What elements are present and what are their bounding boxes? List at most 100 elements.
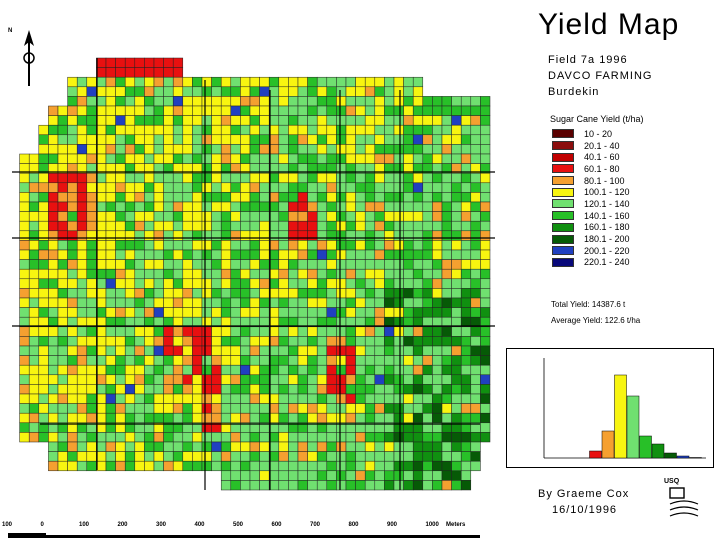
yield-cell [326,278,337,289]
yield-cell [326,153,337,164]
yield-cell [220,355,232,366]
yield-cell [326,220,337,232]
yield-cell [201,172,212,184]
yield-cell [124,259,136,270]
yield-cell [432,470,443,481]
yield-cell [96,192,107,203]
yield-cell [86,326,97,337]
yield-cell [432,220,443,232]
yield-cell [201,384,212,395]
yield-cell [182,105,193,116]
yield-cell [307,384,318,395]
yield-cell [316,230,328,241]
yield-cell [441,134,452,145]
yield-cell [432,240,443,251]
yield-cell [240,393,251,404]
yield-cell [67,240,78,251]
yield-cell [124,211,136,222]
yield-cell [105,374,116,385]
yield-cell [374,403,385,414]
yield-cell [230,345,241,356]
yield-cell [211,384,222,395]
yield-cell [297,441,308,452]
yield-cell [364,441,376,452]
yield-cell [470,105,481,116]
yield-cell [412,364,424,376]
yield-cell [201,355,212,366]
yield-cell [144,220,155,232]
yield-cell [288,297,299,308]
yield-cell [201,288,212,299]
yield-cell [201,182,212,193]
yield-cell [48,393,59,404]
yield-cell [144,211,155,222]
yield-cell [115,297,126,308]
yield-cell [355,201,366,212]
yield-cell [38,307,49,318]
yield-cell [19,336,30,347]
yield-cell [384,96,395,107]
yield-cell [307,451,318,462]
yield-cell [470,268,481,280]
yield-cell [278,336,289,347]
yield-cell [364,432,376,443]
yield-cell [326,134,337,145]
yield-cell [470,96,481,107]
yield-cell [153,393,164,404]
yield-cell [163,432,174,443]
yield-cell [297,297,308,308]
yield-cell [259,182,270,193]
yield-cell [115,201,126,212]
legend-label: 120.1 - 140 [584,198,630,209]
yield-cell [182,355,193,366]
yield-cell [201,105,212,116]
yield-cell [96,201,107,212]
yield-cell [288,144,299,155]
yield-cell [384,451,395,462]
yield-cell [412,259,424,270]
yield-cell [96,268,107,280]
yield-cell [336,249,347,260]
yield-cell [105,57,116,68]
yield-cell [403,172,414,184]
yield-cell [134,67,145,78]
yield-cell [422,96,433,107]
yield-cell [230,172,241,184]
yield-cell [403,480,414,491]
scale-tick-label: 200 [117,522,128,528]
yield-cell [105,153,116,164]
histogram-bar [589,450,602,459]
yield-cell [412,172,424,184]
yield-cell [38,230,49,241]
yield-cell [249,153,260,164]
yield-cell [67,355,78,366]
yield-cell [288,374,299,385]
yield-cell [96,76,107,88]
yield-cell [249,268,260,280]
yield-cell [192,249,203,260]
yield-cell [470,384,481,395]
yield-cell [259,297,270,308]
yield-cell [364,297,376,308]
yield-cell [134,316,145,328]
yield-cell [182,115,193,126]
yield-cell [134,460,145,472]
yield-cell [403,441,414,452]
yield-cell [470,182,481,193]
legend-item: 140.1 - 160 [552,210,630,222]
yield-cell [115,451,126,462]
yield-cell [470,345,481,356]
yield-cell [480,240,491,251]
yield-cell [355,115,366,126]
yield-cell [268,96,280,107]
yield-cell [345,451,356,462]
yield-cell [336,384,347,395]
yield-cell [470,326,481,337]
yield-cell [96,345,107,356]
yield-cell [288,480,299,491]
yield-cell [297,326,308,337]
yield-cell [240,249,251,260]
yield-cell [240,268,251,280]
yield-cell [441,307,452,318]
yield-cell [220,364,232,376]
